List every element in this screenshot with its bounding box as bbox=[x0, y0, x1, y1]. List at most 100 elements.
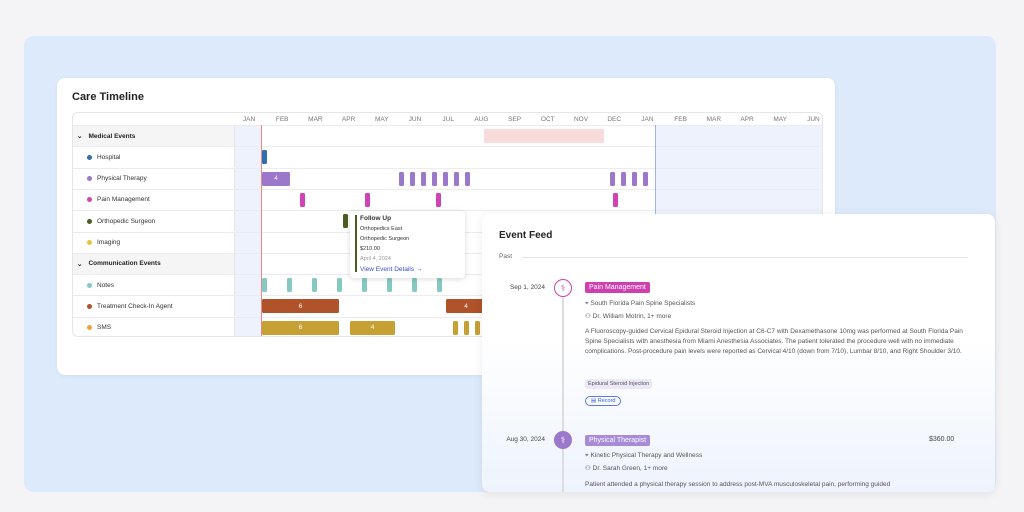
event-bar[interactable]: 4 bbox=[350, 320, 395, 335]
view-event-details-link[interactable]: View Event Details → bbox=[360, 266, 460, 273]
row-label: ⌄ Communication Events bbox=[73, 253, 235, 274]
chevron-down-icon[interactable]: ⌄ bbox=[77, 133, 83, 140]
feed-title: Event Feed bbox=[499, 230, 553, 241]
month-label: JUN bbox=[408, 116, 422, 123]
event-bar[interactable] bbox=[453, 320, 458, 335]
row-name: Orthopedic Surgeon bbox=[97, 217, 156, 225]
event-location: ⌖ South Florida Pain Spine Specialists bbox=[585, 300, 695, 308]
month-label: JUL bbox=[442, 116, 454, 123]
timeline-row[interactable]: Treatment Check-In Agent bbox=[73, 295, 822, 317]
record-label: Record bbox=[597, 398, 616, 404]
event-bar[interactable] bbox=[365, 192, 370, 207]
divider bbox=[522, 257, 968, 258]
link-label: View Event Details bbox=[360, 266, 415, 273]
tooltip-specialty: Orthopedic Surgeon bbox=[360, 236, 410, 242]
card-title: Care Timeline bbox=[72, 91, 144, 103]
color-dot-icon bbox=[87, 218, 92, 224]
month-label: JAN bbox=[242, 116, 256, 123]
timeline-row[interactable]: Physical Therapy bbox=[73, 167, 822, 189]
arrow-right-icon: → bbox=[415, 266, 423, 273]
event-bar[interactable] bbox=[465, 171, 470, 186]
row-label: Treatment Check-In Agent bbox=[73, 296, 235, 317]
event-bar[interactable] bbox=[432, 171, 437, 186]
provider-text: Dr. Sarah Green, 1+ more bbox=[592, 465, 668, 472]
color-dot-icon bbox=[87, 282, 92, 288]
month-label: MAR bbox=[706, 116, 722, 123]
row-label: Orthopedic Surgeon bbox=[73, 211, 235, 232]
row-name: SMS bbox=[97, 324, 112, 332]
location-text: South Florida Pain Spine Specialists bbox=[590, 300, 696, 307]
month-label: APR bbox=[341, 116, 356, 123]
event-bar[interactable] bbox=[613, 192, 618, 207]
event-bar[interactable] bbox=[437, 278, 442, 293]
event-bar[interactable] bbox=[337, 278, 342, 293]
timeline-row[interactable]: Hospital bbox=[73, 146, 822, 168]
section-past: Past bbox=[499, 253, 513, 260]
today-marker bbox=[261, 125, 262, 336]
color-dot-icon bbox=[87, 325, 92, 331]
stethoscope-icon: ⚕ bbox=[554, 279, 572, 297]
timeline-row[interactable]: Pain Management bbox=[73, 188, 822, 210]
event-bar[interactable] bbox=[410, 171, 415, 186]
month-label: JAN bbox=[641, 116, 654, 123]
event-date: Aug 30, 2024 bbox=[506, 436, 545, 443]
event-bar[interactable] bbox=[484, 129, 604, 143]
event-price: $360.00 bbox=[929, 436, 955, 443]
stethoscope-icon: ⚕ bbox=[554, 431, 572, 449]
event-bar[interactable] bbox=[287, 278, 292, 293]
month-label: APR bbox=[740, 116, 754, 123]
event-bar[interactable] bbox=[412, 278, 417, 293]
event-bar[interactable] bbox=[475, 320, 480, 335]
event-bar[interactable] bbox=[262, 278, 267, 293]
event-bar[interactable] bbox=[610, 171, 615, 186]
event-bar[interactable] bbox=[621, 171, 626, 186]
row-label: Pain Management bbox=[73, 189, 235, 210]
record-button[interactable]: ▤ Record bbox=[585, 396, 622, 406]
row-label: SMS bbox=[73, 317, 235, 336]
event-bar[interactable]: 6 bbox=[262, 320, 339, 335]
event-bar[interactable] bbox=[643, 171, 648, 186]
event-bar[interactable] bbox=[387, 278, 392, 293]
event-bar[interactable] bbox=[464, 320, 469, 335]
month-label: MAY bbox=[773, 116, 787, 123]
event-bar[interactable] bbox=[312, 278, 317, 293]
event-tag[interactable]: Physical Therapist bbox=[585, 435, 651, 446]
row-name: Treatment Check-In Agent bbox=[97, 302, 173, 310]
event-tooltip: Follow Up Orthopedics East Orthopedic Su… bbox=[350, 211, 465, 278]
location-pin-icon: ⌖ bbox=[585, 300, 591, 307]
event-bar[interactable] bbox=[343, 214, 348, 229]
timeline-row[interactable]: Orthopedic Surgeon bbox=[73, 210, 822, 232]
event-description: A Fluoroscopy-guided Cervical Epidural S… bbox=[585, 328, 963, 356]
event-provider: ⚇ Dr. Sarah Green, 1+ more bbox=[585, 464, 668, 472]
event-provider: ⚇ Dr. William Motrin, 1+ more bbox=[585, 312, 671, 320]
event-bar[interactable]: 4 bbox=[446, 299, 486, 314]
event-tag[interactable]: Pain Management bbox=[585, 282, 650, 293]
event-bar[interactable] bbox=[454, 171, 459, 186]
month-label: SEP bbox=[508, 116, 522, 123]
group-row-medical[interactable]: ⌄ Medical Events bbox=[73, 125, 822, 146]
event-bar[interactable] bbox=[300, 192, 305, 207]
color-dot-icon bbox=[87, 197, 92, 203]
row-label: ⌄ Medical Events bbox=[73, 126, 235, 146]
event-bar[interactable] bbox=[399, 171, 404, 186]
event-bar[interactable]: 6 bbox=[262, 299, 339, 314]
timeline-row[interactable]: SMS bbox=[73, 316, 822, 336]
event-bar[interactable] bbox=[421, 171, 426, 186]
color-dot-icon bbox=[87, 303, 92, 309]
chevron-down-icon[interactable]: ⌄ bbox=[77, 260, 83, 268]
event-bar[interactable] bbox=[436, 192, 441, 207]
event-bar[interactable]: 4 bbox=[262, 171, 290, 186]
row-label: Imaging bbox=[73, 232, 235, 253]
event-feed-card[interactable]: Event Feed Past Sep 1, 2024 ⚕ Pain Manag… bbox=[482, 214, 995, 492]
row-name: Imaging bbox=[97, 239, 121, 246]
event-bar[interactable] bbox=[632, 171, 637, 186]
month-label: AUG bbox=[474, 116, 489, 123]
row-label: Notes bbox=[73, 275, 235, 296]
event-bar[interactable] bbox=[362, 278, 367, 293]
feed-line bbox=[562, 294, 564, 492]
tooltip-title: Follow Up bbox=[360, 215, 392, 222]
event-bar[interactable] bbox=[443, 171, 448, 186]
location-pin-icon: ⌖ bbox=[585, 452, 591, 459]
past-shade bbox=[235, 125, 261, 336]
event-bar[interactable] bbox=[262, 150, 267, 165]
